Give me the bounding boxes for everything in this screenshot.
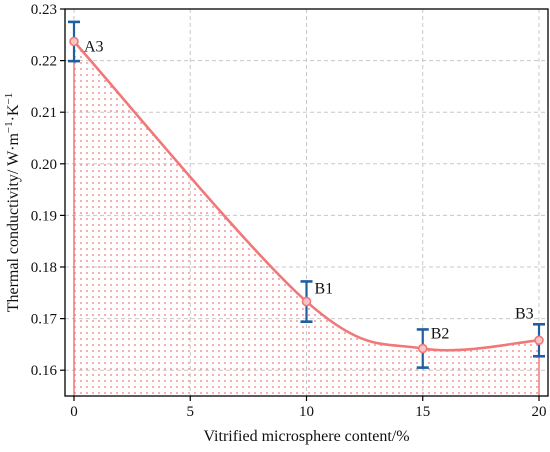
series-curve (73, 40, 540, 352)
y-tick-label: 0.20 (31, 157, 57, 173)
y-axis-label-exp2: −1 (3, 93, 15, 105)
y-axis-ticks: 0.16 0.17 0.18 0.19 0.20 0.21 0.22 0.23 (31, 2, 65, 379)
y-axis-label-exp1: −1 (3, 121, 15, 133)
x-tick-label: 15 (415, 404, 430, 420)
area-dot-fill (74, 41, 539, 396)
y-axis-label-main: Thermal conductivity/ W·m (5, 133, 22, 313)
data-markers (69, 36, 544, 354)
x-axis-label: Vitrified microsphere content/% (203, 428, 409, 445)
y-tick-label: 0.21 (31, 105, 57, 121)
data-point (417, 343, 428, 354)
y-tick-label: 0.19 (31, 208, 57, 224)
x-tick-label: 20 (532, 404, 547, 420)
point-label: A3 (84, 39, 104, 56)
point-label: B2 (431, 326, 450, 343)
data-point (301, 296, 312, 307)
y-axis-label: Thermal conductivity/ W·m−1·K−1 (3, 93, 22, 313)
x-tick-label: 5 (187, 404, 195, 420)
y-axis-label-unit2: ·K (5, 104, 22, 121)
y-tick-label: 0.18 (31, 260, 57, 276)
data-point (69, 36, 79, 47)
y-tick-label: 0.16 (31, 363, 58, 379)
point-labels: A3 B1 B2 B3 (84, 39, 534, 343)
series-line (73, 40, 540, 352)
y-tick-label: 0.23 (31, 2, 57, 18)
y-tick-label: 0.22 (31, 54, 57, 70)
y-tick-label: 0.17 (31, 312, 58, 328)
x-tick-label: 10 (299, 404, 314, 420)
x-axis-ticks: 0 5 10 15 20 (70, 396, 547, 420)
point-label: B3 (515, 305, 534, 322)
point-label: B1 (315, 281, 334, 298)
x-tick-label: 0 (70, 404, 78, 420)
data-point (534, 335, 544, 346)
